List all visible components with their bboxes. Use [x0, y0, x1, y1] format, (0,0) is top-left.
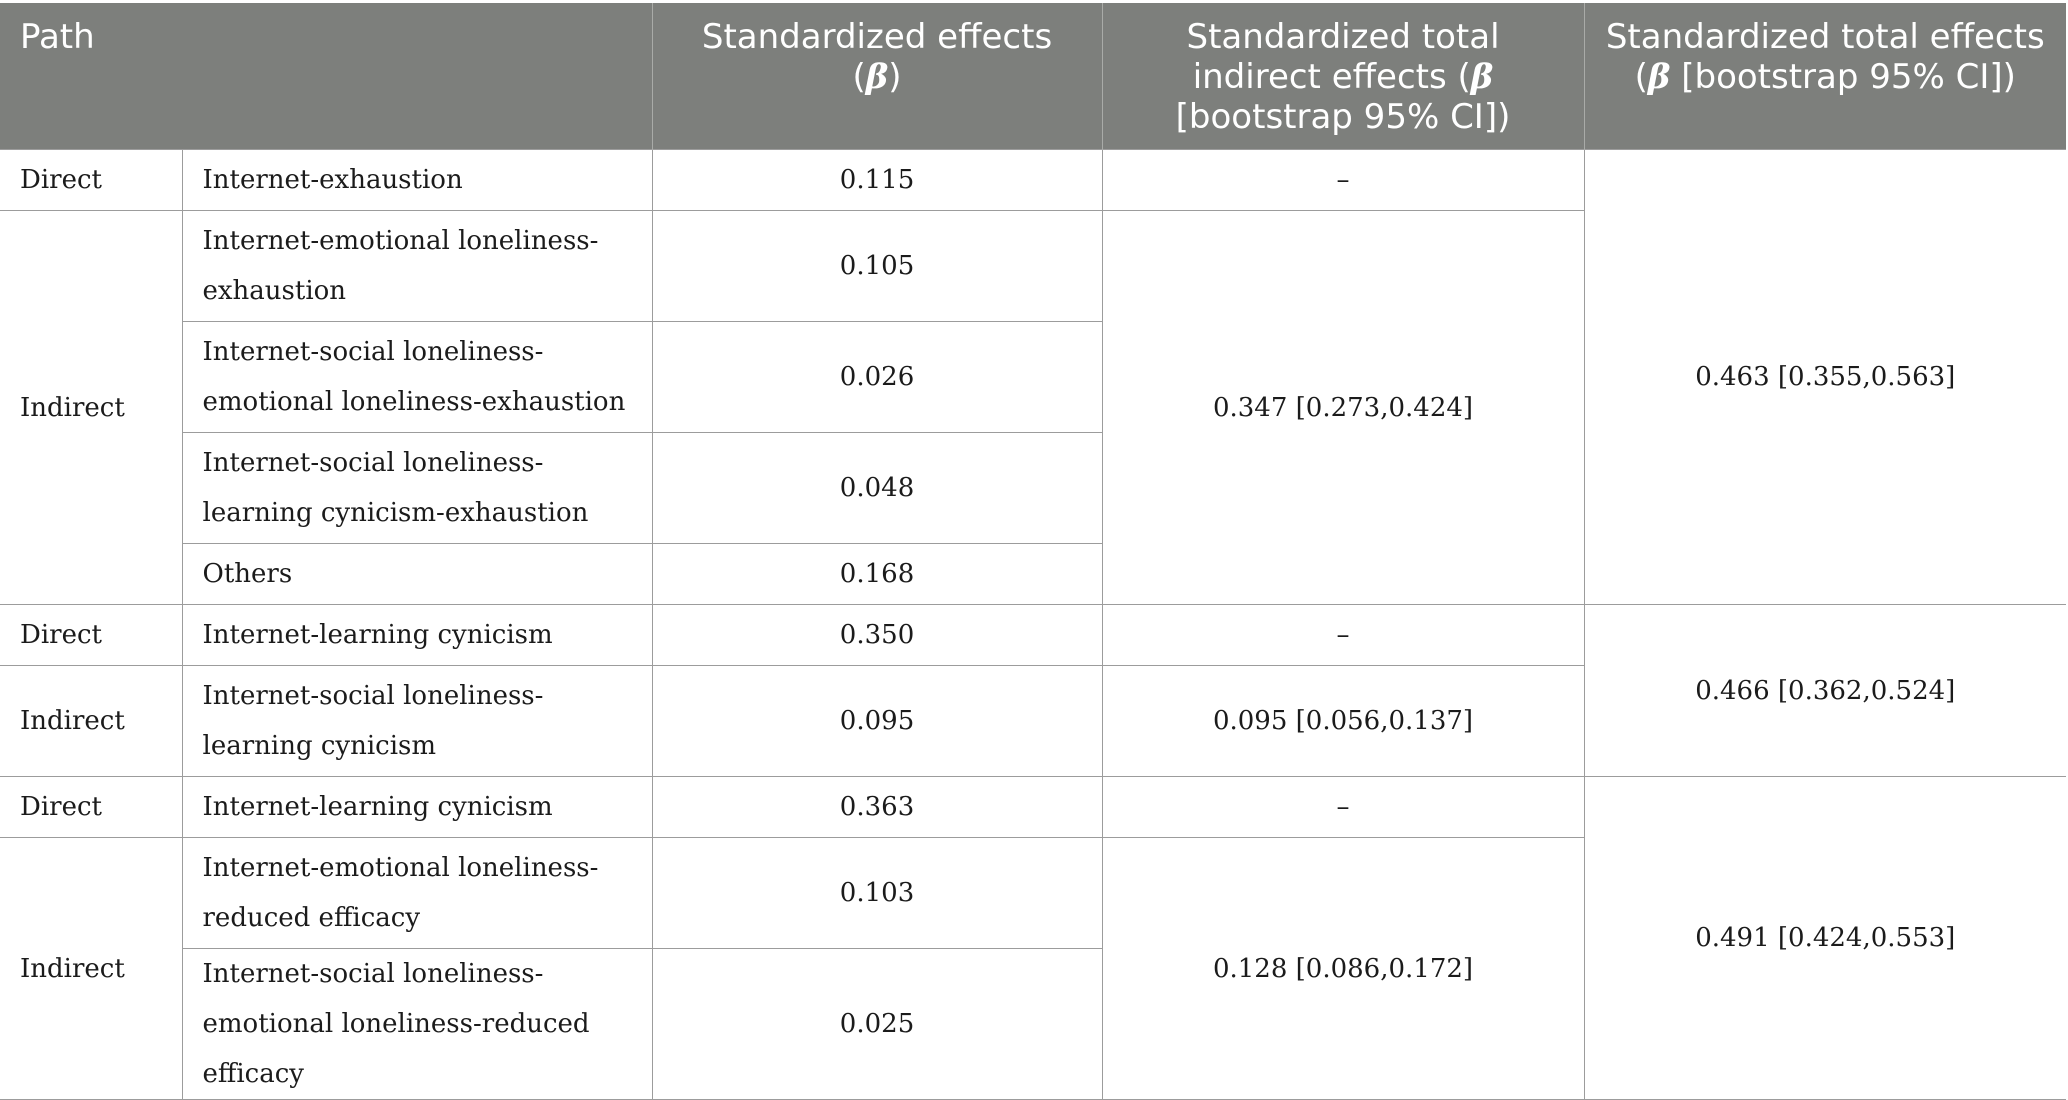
path-cell: Others — [182, 543, 653, 605]
path-cell: Internet-exhaustion — [181, 149, 653, 211]
path-type-cell: Direct — [0, 776, 183, 838]
table-row: Direct Internet-learning cynicism 0.363 … — [0, 776, 2067, 1100]
table-row: Internet-social loneliness-learning cyni… — [0, 432, 2066, 544]
table-row: Indirect Internet-social loneliness-lear… — [0, 665, 2066, 777]
path-cell: Internet-emotional loneliness-reduced ef… — [181, 837, 653, 949]
effect-cell: 0.363 — [651, 776, 1103, 838]
path-cell: Internet-social loneliness-emotional lon… — [182, 321, 653, 433]
effect-cell: 0.105 — [651, 210, 1103, 322]
path-type-cell: Direct — [0, 149, 183, 211]
path-type-cell: Indirect — [0, 210, 183, 605]
header-row: Path Standardized effects (β) Standardiz… — [0, 3, 2067, 150]
indirect-effect-cell: – — [1101, 149, 1585, 211]
header-path: Path — [0, 3, 653, 150]
effects-table: Path Standardized effects (β) Standardiz… — [0, 3, 2067, 1100]
header-total-effects: Standardized total effects (β [bootstrap… — [1584, 3, 2067, 150]
indirect-effect-cell: 0.347 [0.273,0.424] — [1101, 210, 1585, 605]
table-row: Internet-social loneliness-emotional lon… — [0, 321, 2066, 433]
table-row: Internet-social loneliness-emotional lon… — [0, 948, 2066, 1100]
total-effect-cell: 0.466 [0.362,0.524] — [1583, 604, 2067, 777]
header-standardized-effects: Standardized effects (β) — [652, 3, 1103, 150]
indirect-effect-cell: – — [1101, 604, 1585, 666]
total-effect-cell: 0.491 [0.424,0.553] — [1583, 776, 2067, 1100]
path-cell: Internet-social loneliness-learning cyni… — [182, 432, 653, 544]
total-effect-cell: 0.463 [0.355,0.563] — [1583, 149, 2067, 605]
table-row: Direct Internet-learning cynicism 0.350 … — [0, 604, 2067, 777]
path-cell: Internet-emotional loneliness-exhaustion — [181, 210, 653, 322]
path-type-cell: Direct — [0, 604, 183, 666]
table-row: Others 0.168 — [0, 543, 2066, 605]
header-total-indirect-effects: Standardized total indirect effects (β [… — [1102, 3, 1585, 150]
effect-cell: 0.350 — [651, 604, 1103, 666]
path-cell: Internet-social loneliness-learning cyni… — [181, 665, 653, 777]
path-type-cell: Indirect — [0, 837, 183, 1100]
path-cell: Internet-social loneliness-emotional lon… — [182, 948, 653, 1100]
table-row: Direct Internet-exhaustion 0.115 – 0.463… — [0, 149, 2067, 605]
path-type-cell: Indirect — [0, 665, 183, 777]
effect-cell: 0.168 — [651, 543, 1103, 605]
effect-cell: 0.115 — [651, 149, 1103, 211]
path-cell: Internet-learning cynicism — [181, 604, 653, 666]
effect-cell: 0.095 — [651, 665, 1103, 777]
indirect-effect-cell: 0.128 [0.086,0.172] — [1101, 837, 1585, 1100]
effect-cell: 0.025 — [651, 948, 1103, 1100]
effect-cell: 0.048 — [651, 432, 1103, 544]
effect-cell: 0.026 — [651, 321, 1103, 433]
path-cell: Internet-learning cynicism — [181, 776, 653, 838]
table-row: Indirect Internet-emotional loneliness-e… — [0, 210, 2066, 605]
effect-cell: 0.103 — [651, 837, 1103, 949]
indirect-effect-cell: – — [1101, 776, 1585, 838]
indirect-effect-cell: 0.095 [0.056,0.137] — [1101, 665, 1585, 777]
